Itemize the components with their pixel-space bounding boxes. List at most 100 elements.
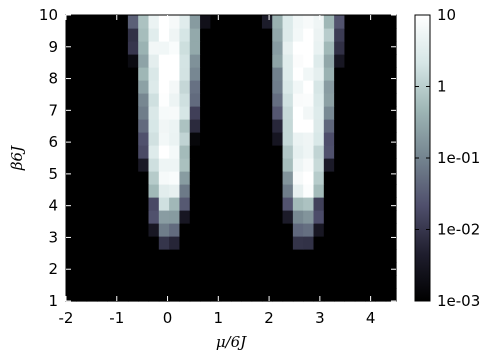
heatmap-cell [251,15,263,29]
heatmap-cell [117,184,129,198]
heatmap-cell [210,119,222,133]
heatmap-cell [117,15,129,29]
heatmap-cell [323,67,335,81]
heatmap-cell [127,223,139,237]
heatmap-cell [76,171,88,185]
heatmap-cell [385,80,397,94]
heatmap-cell [375,197,387,211]
heatmap-cell [261,184,273,198]
heatmap-cell [303,15,315,29]
heatmap-cell [189,41,201,55]
heatmap-cell [354,28,366,42]
heatmap-cell [189,132,201,146]
heatmap-cell [231,67,242,81]
heatmap-cell [365,80,376,94]
heatmap-cell [344,210,356,224]
heatmap-cell [158,249,170,263]
heatmap-cell [117,119,129,133]
heatmap-cell [66,158,77,172]
heatmap-cell [76,28,88,42]
heatmap-cell [313,15,325,29]
heatmap-cell [66,262,77,276]
heatmap-cell [385,106,397,120]
heatmap-cell [169,15,181,29]
heatmap-cell [179,132,191,146]
heatmap-cell [292,28,304,42]
y-tick-label: 3 [48,228,58,246]
heatmap-cell [179,288,191,302]
heatmap-cell [385,171,397,185]
heatmap-cell [148,171,160,185]
heatmap-cell [148,80,160,94]
heatmap-cell [365,275,376,289]
heatmap-cell [148,197,160,211]
heatmap-cell [200,236,211,250]
heatmap-cell [96,197,108,211]
heatmap-cell [251,210,263,224]
heatmap-cell [138,236,150,250]
heatmap-cell [127,41,139,55]
heatmap-cell [375,119,387,133]
heatmap-cell [323,158,335,172]
heatmap-cell [138,67,150,81]
heatmap-cell [282,93,294,107]
heatmap-cell [220,223,232,237]
heatmap-cell [261,145,273,159]
heatmap-cell [107,54,119,68]
heatmap-cell [220,197,232,211]
heatmap-cell [323,80,335,94]
heatmap-cell [107,132,119,146]
heatmap-cell [158,145,170,159]
heatmap-cell [375,171,387,185]
heatmap-cell [76,54,88,68]
heatmap-cell [303,288,315,302]
heatmap-cells [66,15,397,302]
heatmap-cell [365,15,376,29]
heatmap-cell [303,145,315,159]
heatmap-cell [76,236,88,250]
heatmap-cell [210,15,222,29]
heatmap-cell [96,41,108,55]
heatmap-cell [96,15,108,29]
heatmap-cell [117,132,129,146]
heatmap-cell [292,197,304,211]
heatmap-cell [127,28,139,42]
x-tick-label: 4 [366,309,376,327]
heatmap-cell [261,236,273,250]
heatmap-cell [292,93,304,107]
heatmap-cell [107,145,119,159]
heatmap-cell [231,197,242,211]
heatmap-cell [292,210,304,224]
heatmap-cell [375,41,387,55]
heatmap-cell [200,288,211,302]
heatmap-cell [323,184,335,198]
heatmap-cell [179,93,191,107]
heatmap-cell [292,288,304,302]
heatmap-cell [334,184,346,198]
heatmap-cell [334,275,346,289]
heatmap-cell [385,288,397,302]
x-tick-label: 0 [163,309,173,327]
heatmap-cell [334,41,346,55]
heatmap-cell [189,54,201,68]
heatmap-cell [117,93,129,107]
heatmap-cell [303,197,315,211]
heatmap-cell [200,119,211,133]
heatmap-cell [210,249,222,263]
heatmap-cell [303,171,315,185]
heatmap-cell [354,145,366,159]
heatmap-cell [344,262,356,276]
heatmap-cell [282,158,294,172]
heatmap-cell [96,262,108,276]
heatmap-cell [261,210,273,224]
heatmap-cell [148,236,160,250]
heatmap-cell [210,80,222,94]
heatmap-cell [127,80,139,94]
colorbar-tick-label: 10 [437,6,456,24]
heatmap-cell [148,93,160,107]
heatmap-cell [272,132,284,146]
heatmap-cell [303,54,315,68]
heatmap-cell [323,28,335,42]
heatmap-cell [138,158,150,172]
heatmap-cell [272,275,284,289]
